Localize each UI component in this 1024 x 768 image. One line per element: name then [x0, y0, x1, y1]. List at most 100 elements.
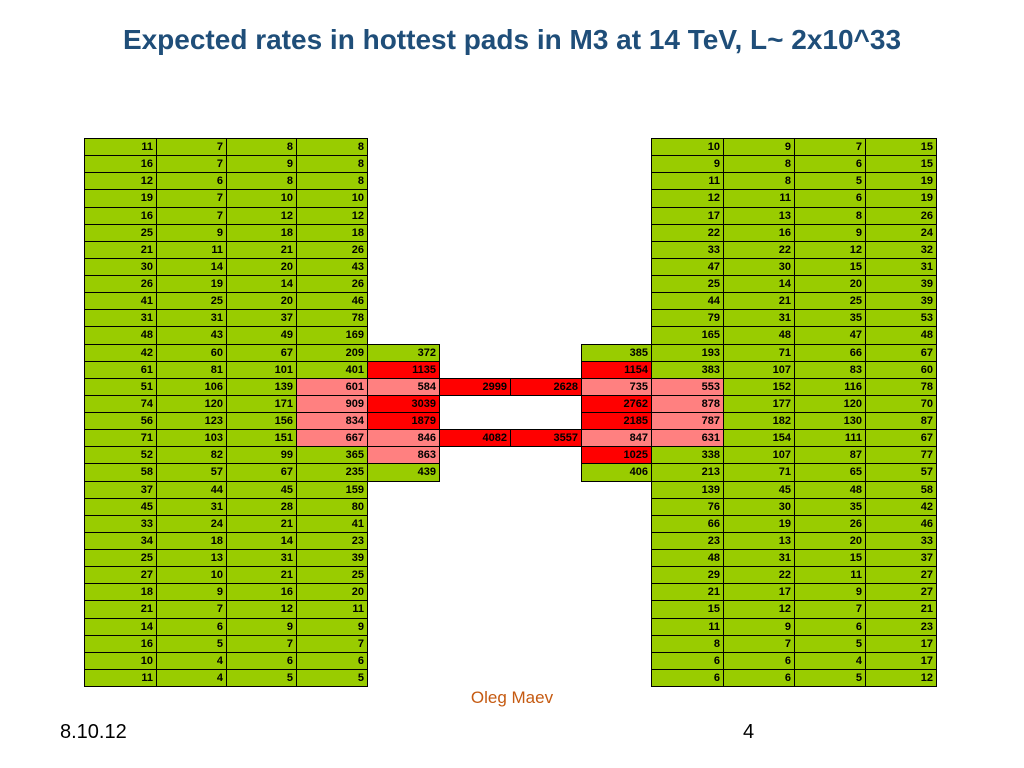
table-cell: 2185 [581, 412, 652, 431]
table-cell: 22 [723, 240, 795, 259]
table-cell: 60 [865, 360, 937, 379]
table-cell: 45 [84, 497, 157, 516]
table-cell: 48 [865, 326, 937, 345]
table-cell: 33 [651, 240, 724, 259]
table-cell: 4082 [439, 429, 511, 448]
table-cell: 103 [156, 429, 227, 448]
table-cell: 120 [794, 394, 866, 413]
table-cell: 39 [296, 549, 368, 568]
table-cell: 14 [723, 275, 795, 294]
table-cell: 12 [296, 206, 368, 225]
table-cell: 14 [84, 617, 157, 636]
table-cell: 1135 [367, 360, 440, 379]
table-cell: 25 [156, 292, 227, 311]
table-cell: 15 [865, 155, 937, 174]
table-cell: 44 [156, 480, 227, 499]
table-cell: 15 [865, 138, 937, 157]
table-cell: 165 [651, 326, 724, 345]
table-cell: 7 [156, 155, 227, 174]
table-cell: 41 [296, 514, 368, 533]
table-cell: 21 [226, 566, 297, 585]
table-cell: 19 [865, 189, 937, 208]
table-cell: 27 [865, 583, 937, 602]
table-cell: 8 [226, 138, 297, 157]
table-cell: 16 [84, 206, 157, 225]
table-cell: 11 [84, 668, 157, 687]
table-cell: 20 [296, 583, 368, 602]
table-cell: 2999 [439, 377, 511, 396]
table-cell: 7 [296, 634, 368, 653]
table-cell: 26 [296, 275, 368, 294]
table-cell: 76 [651, 497, 724, 516]
table-cell: 14 [156, 257, 227, 276]
table-cell: 6 [794, 155, 866, 174]
table-cell: 584 [367, 377, 440, 396]
table-cell: 19 [865, 172, 937, 191]
table-cell: 11 [651, 172, 724, 191]
table-cell: 385 [581, 343, 652, 362]
table-cell: 383 [651, 360, 724, 379]
table-cell: 111 [794, 429, 866, 448]
table-cell: 9 [651, 155, 724, 174]
table-cell: 44 [651, 292, 724, 311]
table-cell: 235 [296, 463, 368, 482]
table-cell: 10 [296, 189, 368, 208]
table-cell: 12 [226, 206, 297, 225]
table-cell: 16 [226, 583, 297, 602]
table-cell: 14 [226, 275, 297, 294]
table-cell: 67 [226, 463, 297, 482]
table-cell: 51 [84, 377, 157, 396]
table-cell: 13 [156, 549, 227, 568]
table-cell: 8 [723, 155, 795, 174]
table-cell: 31 [226, 549, 297, 568]
table-cell: 7 [794, 138, 866, 157]
table-cell: 6 [651, 668, 724, 687]
table-cell: 22 [723, 566, 795, 585]
table-cell: 9 [226, 155, 297, 174]
table-cell: 12 [723, 600, 795, 619]
table-cell: 6 [723, 668, 795, 687]
table-cell: 34 [84, 531, 157, 550]
table-cell: 77 [865, 446, 937, 465]
table-cell: 67 [865, 343, 937, 362]
table-cell: 7 [156, 189, 227, 208]
table-cell: 1154 [581, 360, 652, 379]
table-cell: 26 [794, 514, 866, 533]
table-cell: 57 [156, 463, 227, 482]
table-cell: 49 [226, 326, 297, 345]
table-cell: 47 [651, 257, 724, 276]
table-cell: 6 [156, 617, 227, 636]
table-cell: 30 [723, 497, 795, 516]
table-cell: 21 [651, 583, 724, 602]
table-cell: 24 [865, 223, 937, 242]
table-cell: 27 [84, 566, 157, 585]
table-cell: 9 [794, 223, 866, 242]
table-cell: 82 [156, 446, 227, 465]
table-cell: 116 [794, 377, 866, 396]
table-cell: 5 [794, 634, 866, 653]
table-cell: 4 [156, 668, 227, 687]
table-cell: 48 [723, 326, 795, 345]
table-cell: 7 [226, 634, 297, 653]
table-cell: 35 [794, 497, 866, 516]
table-cell: 27 [865, 566, 937, 585]
table-cell: 37 [865, 549, 937, 568]
table-cell: 7 [156, 600, 227, 619]
table-cell: 46 [865, 514, 937, 533]
table-cell: 909 [296, 394, 368, 413]
table-cell: 8 [226, 172, 297, 191]
table-cell: 156 [226, 412, 297, 431]
table-cell: 78 [865, 377, 937, 396]
table-cell: 3557 [510, 429, 582, 448]
table-cell: 667 [296, 429, 368, 448]
table-cell: 14 [226, 531, 297, 550]
table-cell: 33 [84, 514, 157, 533]
table-cell: 787 [651, 412, 724, 431]
table-cell: 33 [865, 531, 937, 550]
table-cell: 9 [226, 617, 297, 636]
table-cell: 16 [723, 223, 795, 242]
table-cell: 17 [865, 651, 937, 670]
table-cell: 10 [84, 651, 157, 670]
table-cell: 20 [794, 531, 866, 550]
table-cell: 8 [723, 172, 795, 191]
